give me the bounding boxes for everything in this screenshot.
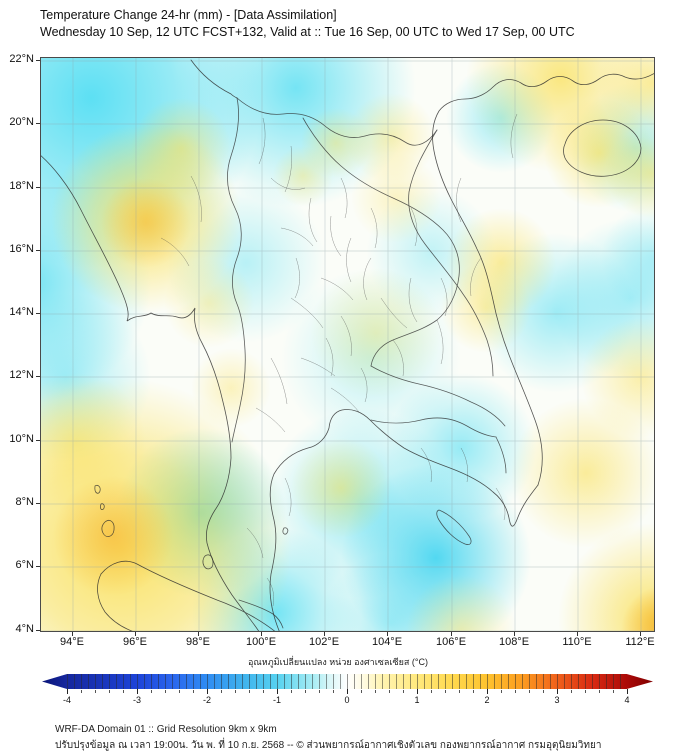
lat-label-14n: 14°N bbox=[9, 306, 34, 318]
colorbar-tick bbox=[487, 689, 488, 694]
lon-label-104e: 104°E bbox=[371, 636, 403, 648]
colorbar-ticklabel-0: 0 bbox=[344, 695, 350, 705]
colorbar bbox=[42, 674, 653, 689]
lon-label-108e: 108°E bbox=[498, 636, 530, 648]
lat-label-20n: 20°N bbox=[9, 116, 34, 128]
colorbar-ticklabel-neg4: -4 bbox=[62, 695, 71, 705]
lat-label-16n: 16°N bbox=[9, 243, 34, 255]
lon-tick bbox=[577, 632, 578, 636]
colorbar-ticklabel-1: 1 bbox=[414, 695, 420, 705]
footer-agency-info: ปรับปรุงข้อมูล ณ เวลา 19:00น. วัน พ. ที่… bbox=[55, 740, 602, 751]
country-borders bbox=[227, 97, 507, 629]
colorbar-segments bbox=[67, 674, 627, 689]
lon-label-112e: 112°E bbox=[625, 636, 655, 648]
lon-tick bbox=[387, 632, 388, 636]
colorbar-ticklabel-neg1: -1 bbox=[272, 695, 281, 705]
lat-tick bbox=[36, 187, 40, 188]
colorbar-ticklabel-2: 2 bbox=[484, 695, 490, 705]
colorbar-tick bbox=[67, 689, 68, 694]
lon-label-98e: 98°E bbox=[186, 636, 210, 648]
colorbar-tick bbox=[277, 689, 278, 694]
colorbar-ticklabel-4: 4 bbox=[624, 695, 630, 705]
lat-label-12n: 12°N bbox=[9, 369, 34, 381]
lat-tick bbox=[36, 123, 40, 124]
islands bbox=[94, 484, 289, 570]
lon-tick bbox=[324, 632, 325, 636]
lon-label-100e: 100°E bbox=[245, 636, 277, 648]
page-title: Temperature Change 24-hr (mm) - [Data As… bbox=[40, 8, 337, 22]
colorbar-tick bbox=[347, 689, 348, 694]
lon-label-110e: 110°E bbox=[562, 636, 592, 648]
lon-tick bbox=[640, 632, 641, 636]
page-subtitle: Wednesday 10 Sep, 12 UTC FCST+132, Valid… bbox=[40, 25, 575, 39]
coastlines bbox=[41, 59, 654, 631]
colorbar-tick bbox=[207, 689, 208, 694]
lat-label-22n: 22°N bbox=[9, 53, 34, 65]
lat-tick bbox=[36, 60, 40, 61]
lon-tick bbox=[135, 632, 136, 636]
colorbar-tick bbox=[557, 689, 558, 694]
lat-tick bbox=[36, 376, 40, 377]
colorbar-tick bbox=[627, 689, 628, 694]
colorbar-tick bbox=[417, 689, 418, 694]
lat-tick bbox=[36, 250, 40, 251]
lon-tick bbox=[514, 632, 515, 636]
lon-label-102e: 102°E bbox=[308, 636, 340, 648]
temperature-field bbox=[41, 58, 654, 631]
lat-label-4n: 4°N bbox=[15, 623, 34, 635]
lat-tick bbox=[36, 313, 40, 314]
colorbar-ticklabel-3: 3 bbox=[554, 695, 560, 705]
colorbar-title: อุณหภูมิเปลี่ยนแปลง หน่วย องศาเซลเซียส (… bbox=[248, 657, 428, 667]
lon-tick bbox=[451, 632, 452, 636]
lat-tick bbox=[36, 440, 40, 441]
graticule bbox=[41, 58, 654, 631]
title-block: Temperature Change 24-hr (mm) - [Data As… bbox=[40, 7, 575, 41]
lat-tick bbox=[36, 566, 40, 567]
footer-model-info: WRF-DA Domain 01 :: Grid Resolution 9km … bbox=[55, 724, 277, 735]
lon-label-96e: 96°E bbox=[123, 636, 147, 648]
colorbar-ticklabel-neg3: -3 bbox=[132, 695, 141, 705]
lon-label-106e: 106°E bbox=[435, 636, 467, 648]
province-borders bbox=[160, 113, 518, 607]
lon-label-94e: 94°E bbox=[60, 636, 84, 648]
lat-tick bbox=[36, 630, 40, 631]
map-borders-svg bbox=[41, 58, 654, 631]
lat-tick bbox=[36, 503, 40, 504]
lon-tick bbox=[198, 632, 199, 636]
colorbar-ticklabel-neg2: -2 bbox=[202, 695, 211, 705]
lat-label-6n: 6°N bbox=[15, 559, 34, 571]
lat-label-8n: 8°N bbox=[15, 496, 34, 508]
lat-label-10n: 10°N bbox=[9, 433, 34, 445]
map-plot-area bbox=[40, 57, 655, 632]
lon-tick bbox=[72, 632, 73, 636]
colorbar-tick bbox=[137, 689, 138, 694]
lat-label-18n: 18°N bbox=[9, 180, 34, 192]
lon-tick bbox=[261, 632, 262, 636]
